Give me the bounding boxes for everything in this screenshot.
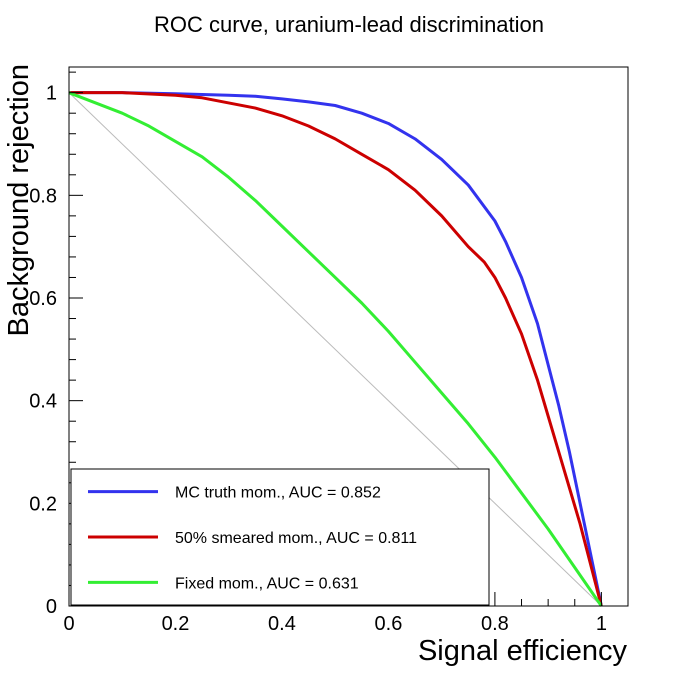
legend-label-1: MC truth mom., AUC = 0.852 [175,485,381,502]
series-line-3 [68,91,603,607]
x-tick-label: 1 [596,613,607,635]
y-tick-label: 0.6 [29,288,57,310]
series-line-1 [69,91,603,607]
y-tick-label: 0.8 [29,185,57,207]
x-tick-label: 0.8 [481,613,509,635]
x-axis-title: Signal efficiency [418,635,628,667]
y-axis-title: Background rejection [3,64,35,336]
y-tick-label: 0 [46,596,57,618]
x-tick-label: 0.2 [162,613,190,635]
x-tick-label: 0 [63,613,74,635]
series-line-2 [69,91,603,607]
plot-frame [68,66,629,607]
x-tick-label: 0.6 [375,613,403,635]
y-tick-label: 1 [46,83,57,105]
x-tick-label: 0.4 [268,613,296,635]
reference-diagonal [68,92,602,607]
legend-label-3: Fixed mom., AUC = 0.631 [175,575,359,592]
plot-area [68,91,603,607]
legend-label-2: 50% smeared mom., AUC = 0.811 [175,530,417,547]
y-tick-label: 0.4 [29,391,57,413]
y-tick-label: 0.2 [29,493,57,515]
chart-title: ROC curve, uranium-lead discrimination [154,12,544,37]
legend: MC truth mom., AUC = 0.852 50% smeared mo… [70,468,490,606]
